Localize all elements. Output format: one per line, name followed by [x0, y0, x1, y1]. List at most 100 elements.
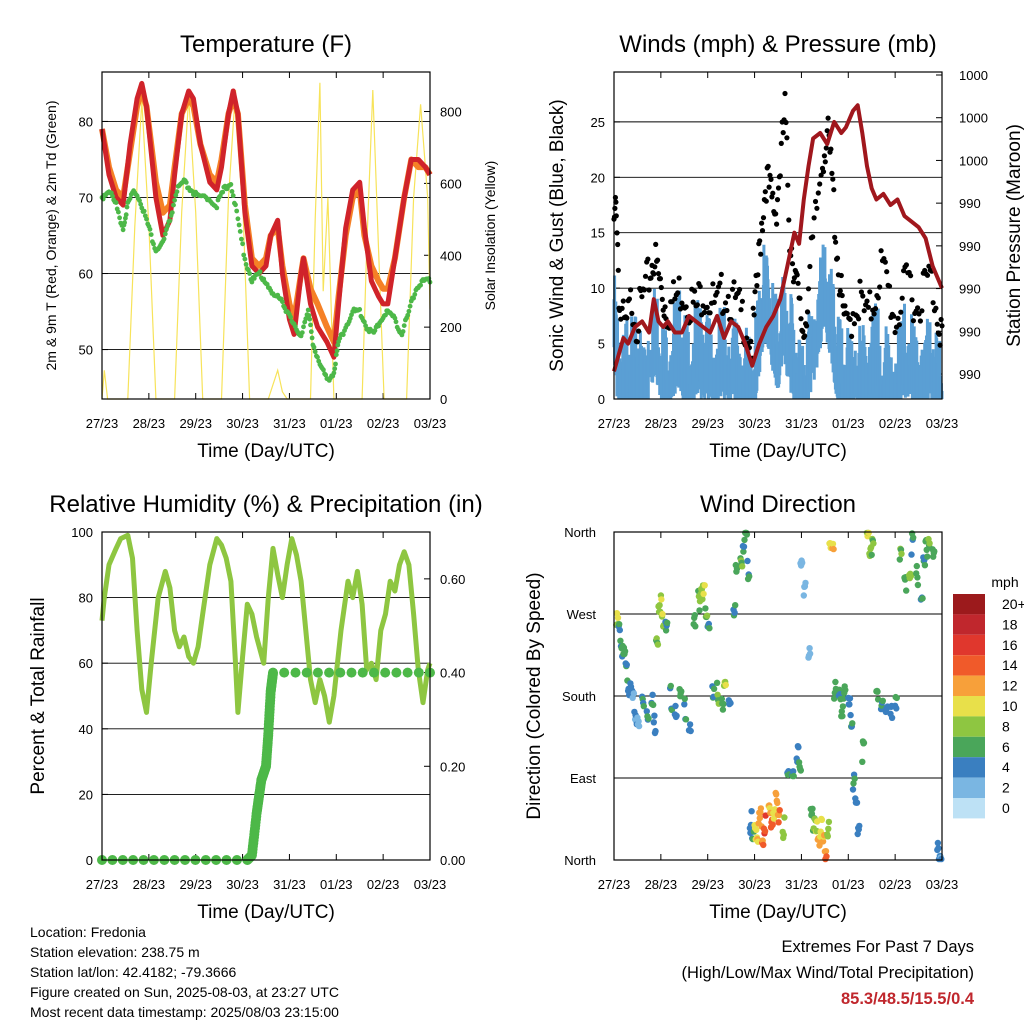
humidity-y-tick-label: 100 [71, 525, 93, 540]
direction-point [879, 697, 886, 704]
gust-point [794, 272, 800, 278]
gust-point [895, 315, 901, 321]
winds-y2-tick-label: 990 [959, 196, 981, 211]
gust-point [856, 316, 862, 322]
direction-point [656, 602, 663, 609]
winds-frame [613, 71, 943, 400]
speed-legend-swatch [953, 716, 985, 737]
direction-point [799, 559, 806, 566]
direction-chart: Wind Direction 27/23 28/23 29/23 30/23 31/23 0… [524, 491, 958, 923]
direction-point [842, 686, 849, 694]
direction-point [734, 563, 741, 571]
gust-point [773, 211, 779, 217]
humidity-x-tick-label: 03/23 [414, 877, 447, 892]
gust-point [613, 199, 619, 205]
direction-point [926, 540, 933, 547]
dewpoint-point [282, 305, 288, 311]
gust-point [891, 313, 897, 319]
direction-point [701, 582, 708, 589]
gust-point [626, 296, 633, 302]
direction-x-tick-label: 28/23 [645, 877, 678, 892]
gust-point [868, 316, 874, 322]
gust-point [820, 169, 827, 175]
speed-legend-swatch [953, 798, 985, 819]
speed-legend-label: 0 [1002, 800, 1010, 816]
humidity-y-tick-label: 0 [86, 853, 93, 868]
gust-point [714, 289, 720, 295]
gust-point [722, 300, 729, 306]
gust-point [785, 182, 791, 188]
humidity-y-tick-label: 20 [79, 787, 93, 802]
gust-point [672, 296, 678, 302]
speed-legend-label: 16 [1002, 637, 1018, 653]
direction-point [740, 543, 748, 550]
winds-x-tick-label: 29/23 [691, 416, 724, 431]
direction-point [893, 694, 900, 702]
gust-point [936, 331, 942, 337]
gust-point [619, 305, 625, 311]
gust-point [884, 269, 890, 275]
direction-point [847, 711, 854, 719]
gust-point [639, 294, 645, 300]
direction-point [667, 682, 674, 690]
dewpoint-point [117, 215, 122, 221]
dewpoint-point [257, 269, 263, 275]
temperature-y2-tick-label: 0 [440, 392, 447, 407]
precipitation-point [391, 667, 402, 678]
dewpoint-point [333, 352, 339, 358]
gust-point [628, 287, 634, 293]
gust-point [865, 304, 872, 310]
dewpoint-point [405, 312, 411, 318]
gust-point [612, 205, 618, 211]
direction-y-tick-label: East [570, 771, 596, 786]
gust-point [766, 184, 772, 190]
direction-point [921, 562, 929, 569]
gust-point [797, 295, 803, 301]
direction-point [818, 816, 826, 823]
gust-point [737, 286, 743, 293]
gust-point [802, 333, 808, 339]
dewpoint-point [362, 319, 367, 325]
speed-legend-label: 8 [1002, 718, 1010, 734]
dewpoint-point [288, 314, 293, 320]
dewpoint-point [280, 299, 285, 305]
gust-point [814, 205, 820, 211]
direction-point [870, 540, 877, 547]
pressure-line [612, 103, 944, 372]
gust-point [775, 185, 782, 191]
dewpoint-point [116, 209, 121, 215]
dewpoint-point [411, 295, 416, 301]
direction-point [621, 648, 629, 655]
direction-point [775, 811, 783, 819]
speed-legend-label: 2 [1002, 780, 1010, 796]
gust-point [754, 283, 760, 289]
direction-point [898, 550, 905, 557]
winds-x-tick-label: 28/23 [645, 416, 678, 431]
humidity-x-tick-label: 29/23 [179, 877, 212, 892]
direction-point [748, 808, 755, 815]
humidity-x-tick-label: 28/23 [133, 877, 166, 892]
gust-point [857, 278, 863, 284]
dewpoint-point [174, 189, 180, 195]
direction-point [762, 812, 769, 819]
temperature-x-tick-label: 28/23 [133, 416, 166, 431]
elevation-text: Station elevation: 238.75 m [30, 944, 200, 960]
direction-point [823, 853, 830, 860]
gust-point [652, 264, 658, 270]
dewpoint-point [309, 335, 315, 341]
gust-point [919, 308, 925, 314]
direction-y-tick-label: West [567, 607, 597, 622]
direction-point [910, 534, 917, 541]
temperature-y2label: Solar Insolation (Yellow) [482, 161, 498, 311]
gust-point [763, 198, 769, 204]
gust-point [933, 305, 939, 311]
direction-point [700, 590, 707, 598]
direction-point [687, 727, 694, 735]
gust-point [762, 189, 768, 195]
direction-point [727, 699, 734, 707]
dewpoint-point [303, 316, 309, 322]
winds-y2-tick-label: 990 [959, 367, 981, 382]
gust-point [930, 300, 936, 306]
winds-title: Winds (mph) & Pressure (mb) [619, 31, 936, 58]
